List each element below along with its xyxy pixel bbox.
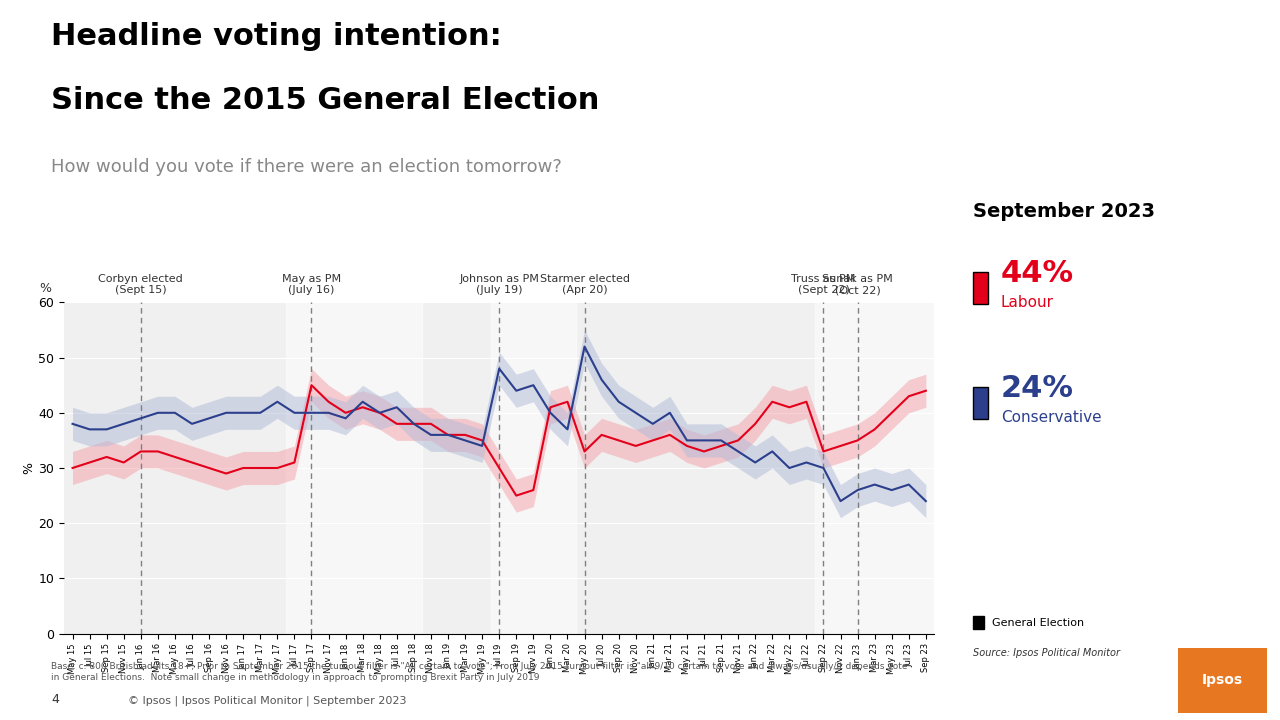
Text: %: % [40, 282, 51, 295]
Bar [285, 302, 422, 634]
Text: Labour: Labour [1001, 295, 1053, 310]
Text: Truss as PM
(Sept 22): Truss as PM (Sept 22) [791, 274, 855, 295]
Text: Base: c. 800 British adults 18+; Prior to September 2015 the turnout filter is ": Base: c. 800 British adults 18+; Prior t… [51, 662, 908, 682]
Text: Conservative: Conservative [1001, 410, 1102, 425]
Text: 4: 4 [51, 693, 59, 706]
Bar [815, 302, 934, 634]
Text: Starmer elected
(Apr 20): Starmer elected (Apr 20) [540, 274, 630, 295]
Text: General Election: General Election [992, 618, 1084, 628]
Text: Since the 2015 General Election: Since the 2015 General Election [51, 86, 599, 115]
Text: Source: Ipsos Political Monitor: Source: Ipsos Political Monitor [973, 648, 1120, 658]
Text: 24%: 24% [1001, 374, 1074, 403]
Text: Corbyn elected
(Sept 15): Corbyn elected (Sept 15) [99, 274, 183, 295]
Y-axis label: %: % [23, 462, 36, 474]
Text: Sunak as PM
(Oct 22): Sunak as PM (Oct 22) [822, 274, 893, 295]
Text: Johnson as PM
(July 19): Johnson as PM (July 19) [460, 274, 539, 295]
Text: © Ipsos | Ipsos Political Monitor | September 2023: © Ipsos | Ipsos Political Monitor | Sept… [128, 695, 407, 706]
Text: 44%: 44% [1001, 259, 1074, 288]
Text: Ipsos: Ipsos [1202, 673, 1243, 688]
Text: Headline voting intention:: Headline voting intention: [51, 22, 502, 50]
Text: September 2023: September 2023 [973, 202, 1155, 220]
Text: May as PM
(July 16): May as PM (July 16) [282, 274, 340, 295]
Bar [490, 302, 576, 634]
Text: How would you vote if there were an election tomorrow?: How would you vote if there were an elec… [51, 158, 562, 176]
